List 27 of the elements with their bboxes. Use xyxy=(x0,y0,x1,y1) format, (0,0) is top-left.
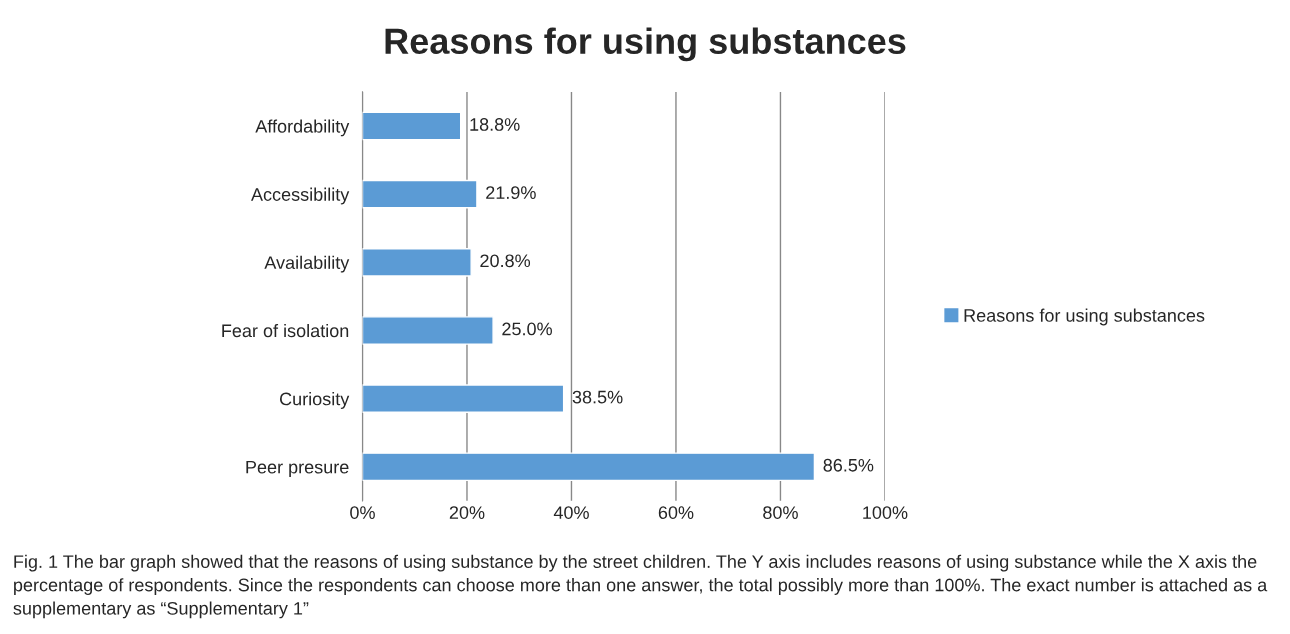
x-tick-label: 40% xyxy=(553,506,589,519)
y-tick-label: Availability xyxy=(264,255,350,273)
x-tick-label: 100% xyxy=(863,506,908,519)
chart-title: Reasons for using substances xyxy=(385,27,906,62)
legend-label: Reasons for using substances xyxy=(964,308,1205,326)
bar xyxy=(362,452,816,482)
bar xyxy=(362,111,462,141)
data-label: 20.8% xyxy=(480,254,531,268)
bar xyxy=(362,247,472,277)
x-tick-label: 60% xyxy=(658,506,694,519)
data-label: 21.9% xyxy=(486,186,536,200)
caption: Fig. 1 The bar graph showed that the reasons of using substance by the street children. The Y axis includes reasons of using substance while the X axis the percentage of respondents. Since the respondents can choose more than one answer, the total possibly more than 100%. The exact number is attached as a supplementary as “Supplementary 1” xyxy=(13,554,1268,619)
y-tick-label: Accessibility xyxy=(251,187,350,205)
bar xyxy=(362,384,565,413)
y-tick-label: Affordability xyxy=(255,119,350,137)
y-tick-label: Fear of isolation xyxy=(222,323,349,338)
y-tick-label: Curiosity xyxy=(279,392,350,409)
bar xyxy=(362,179,478,209)
y-tick-label: Peer presure xyxy=(246,460,349,478)
x-tick-label: 80% xyxy=(763,506,798,519)
data-label: 86.5% xyxy=(823,458,874,472)
x-tick-label: 20% xyxy=(449,506,485,519)
data-label: 25.0% xyxy=(502,322,552,336)
x-tick-label: 0% xyxy=(350,506,375,519)
data-label: 18.8% xyxy=(470,118,520,131)
bar xyxy=(362,316,494,345)
data-label: 38.5% xyxy=(572,390,623,404)
